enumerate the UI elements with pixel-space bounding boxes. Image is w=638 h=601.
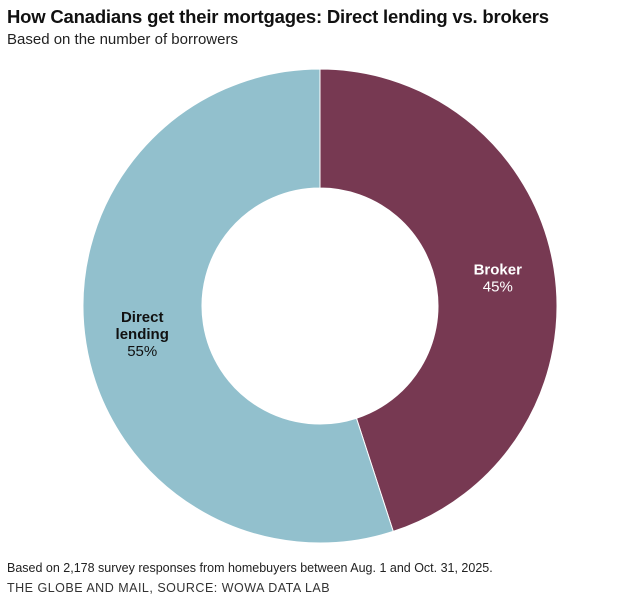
footnote: Based on 2,178 survey responses from hom… xyxy=(7,561,493,575)
slice-category-label: Direct xyxy=(121,309,164,326)
chart-title: How Canadians get their mortgages: Direc… xyxy=(7,6,549,27)
chart-subtitle: Based on the number of borrowers xyxy=(7,31,238,48)
slice-category-label: Broker xyxy=(474,261,523,278)
slice-category-label: lending xyxy=(116,326,169,343)
source-credit: THE GLOBE AND MAIL, SOURCE: WOWA DATA LA… xyxy=(7,581,331,595)
slice-value-label: 45% xyxy=(483,278,513,295)
slice-broker xyxy=(319,68,558,533)
slice-direct-lending xyxy=(82,68,394,544)
slice-value-label: 55% xyxy=(127,343,157,360)
